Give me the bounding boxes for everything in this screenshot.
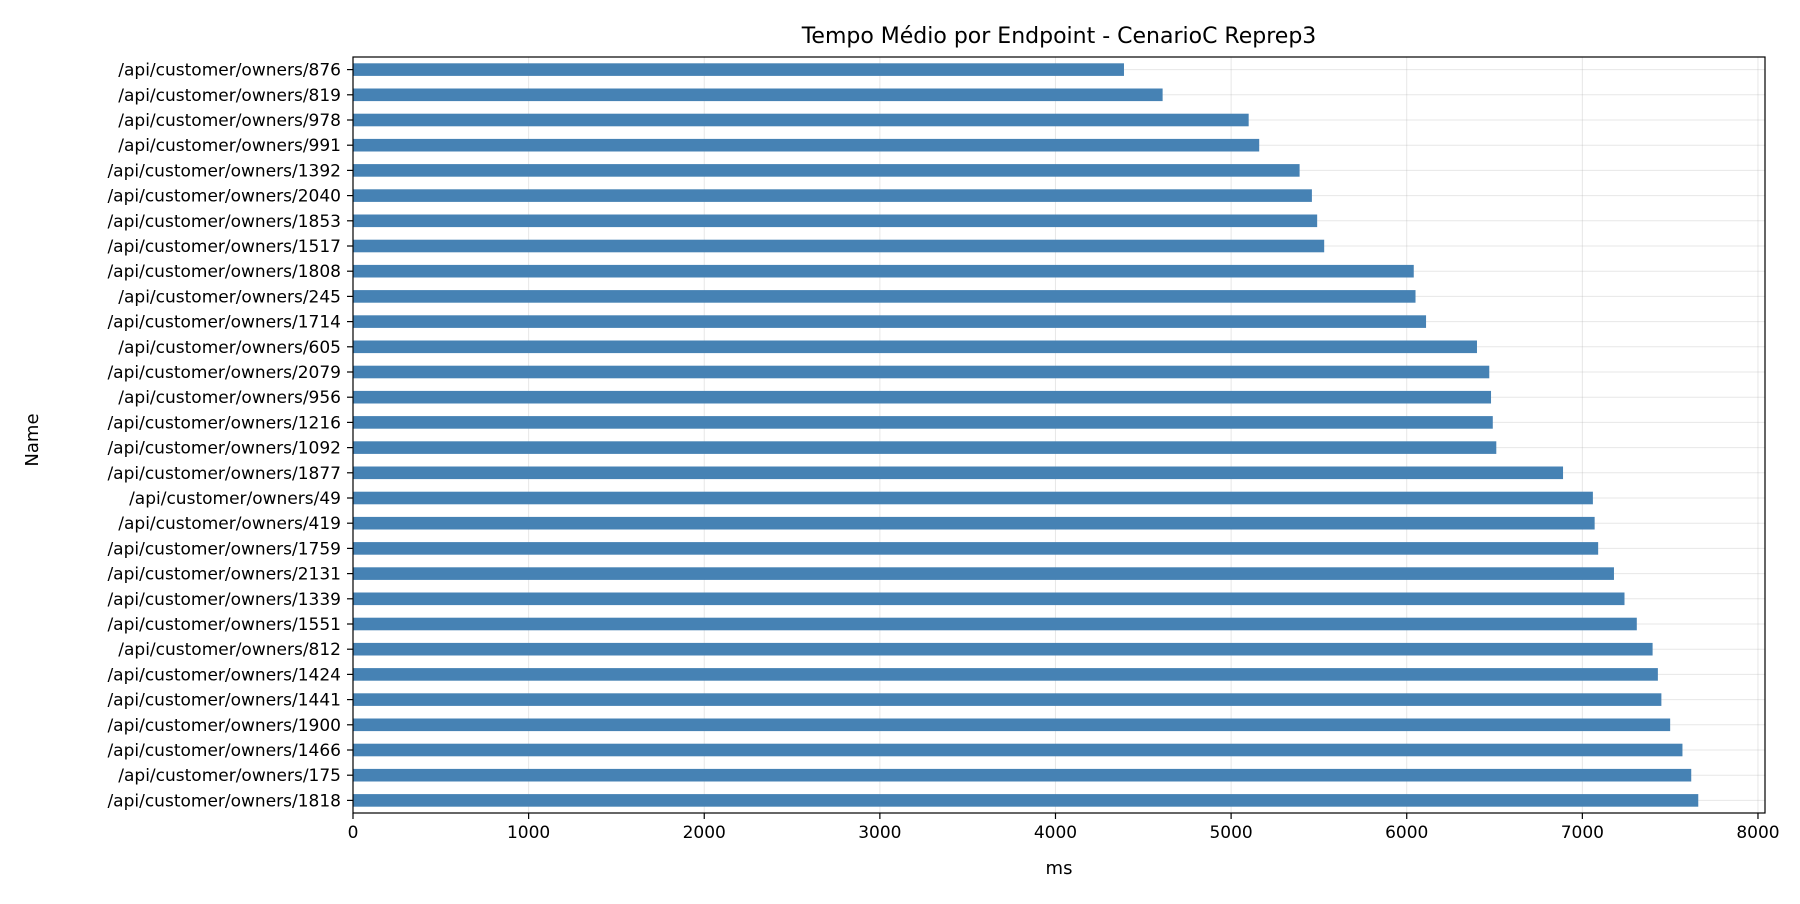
bar: [353, 214, 1318, 228]
x-tick-label: 8000: [1736, 823, 1779, 843]
y-tick-label: /api/customer/owners/1424: [107, 665, 341, 685]
y-tick-label: /api/customer/owners/49: [129, 489, 341, 509]
y-tick-label: /api/customer/owners/956: [118, 388, 341, 408]
y-tick-label: /api/customer/owners/2079: [107, 363, 341, 383]
x-tick-label: 3000: [858, 823, 901, 843]
bar: [353, 642, 1653, 656]
bar: [353, 88, 1163, 102]
bar: [353, 743, 1683, 757]
bar: [353, 441, 1497, 454]
y-tick-label: /api/customer/owners/1092: [107, 439, 341, 459]
bar: [353, 189, 1312, 202]
bar: [353, 315, 1427, 328]
bar: [353, 365, 1490, 379]
y-tick-label: /api/customer/owners/1877: [107, 464, 341, 484]
y-tick-label: /api/customer/owners/819: [118, 86, 341, 106]
y-tick-label: /api/customer/owners/245: [118, 287, 341, 307]
y-tick-label: /api/customer/owners/175: [118, 766, 341, 786]
y-tick-label: /api/customer/owners/1441: [107, 691, 341, 711]
bar: [353, 491, 1593, 505]
y-tick-label: /api/customer/owners/812: [118, 640, 341, 660]
y-tick-label: /api/customer/owners/1339: [107, 590, 341, 610]
y-tick-label: /api/customer/owners/978: [118, 111, 341, 131]
y-tick-label: /api/customer/owners/1818: [107, 791, 341, 811]
y-tick-label: /api/customer/owners/1551: [107, 615, 341, 635]
x-tick-label: 0: [348, 823, 359, 843]
bar: [353, 164, 1300, 177]
x-axis-label: ms: [1046, 858, 1073, 879]
bar: [353, 63, 1124, 76]
bar: [353, 668, 1658, 681]
bar: [353, 138, 1260, 152]
x-tick-label: 4000: [1034, 823, 1077, 843]
y-tick-label: /api/customer/owners/876: [118, 61, 341, 81]
y-tick-label: /api/customer/owners/1853: [107, 212, 341, 232]
bar: [353, 340, 1477, 354]
y-tick-label: /api/customer/owners/419: [118, 514, 341, 534]
y-tick-label: /api/customer/owners/1900: [107, 716, 341, 736]
y-tick-label: /api/customer/owners/1216: [107, 413, 341, 433]
bar: [353, 239, 1325, 253]
x-tick-label: 6000: [1385, 823, 1428, 843]
bar: [353, 416, 1493, 429]
y-tick-label: /api/customer/owners/1392: [107, 161, 341, 181]
x-tick-label: 7000: [1561, 823, 1604, 843]
bar: [353, 113, 1249, 127]
bar: [353, 264, 1414, 278]
x-tick-label: 1000: [507, 823, 550, 843]
y-axis-label: Name: [22, 413, 43, 466]
chart-title: Tempo Médio por Endpoint - CenarioC Repr…: [801, 24, 1317, 49]
bar: [353, 290, 1416, 303]
bar: [353, 794, 1699, 807]
x-tick-label: 5000: [1209, 823, 1252, 843]
bar: [353, 617, 1637, 631]
bar: [353, 466, 1564, 480]
y-tick-label: /api/customer/owners/991: [118, 136, 341, 156]
y-tick-label: /api/customer/owners/1759: [107, 539, 341, 559]
y-tick-label: /api/customer/owners/1714: [107, 313, 341, 333]
y-tick-label: /api/customer/owners/1466: [107, 741, 341, 761]
bar: [353, 693, 1662, 706]
plot-frame: [352, 56, 1766, 814]
x-tick-label: 2000: [683, 823, 726, 843]
y-tick-label: /api/customer/owners/605: [118, 338, 341, 358]
bar: [353, 390, 1492, 404]
y-tick-label: /api/customer/owners/1517: [107, 237, 341, 257]
bar: [353, 592, 1625, 606]
bar: [353, 718, 1671, 732]
bar: [353, 516, 1595, 530]
y-tick-label: /api/customer/owners/2131: [107, 565, 341, 585]
y-tick-label: /api/customer/owners/1808: [107, 262, 341, 282]
bar: [353, 542, 1599, 555]
y-tick-label: /api/customer/owners/2040: [107, 187, 341, 207]
bar: [353, 768, 1692, 782]
bar: [353, 567, 1614, 580]
